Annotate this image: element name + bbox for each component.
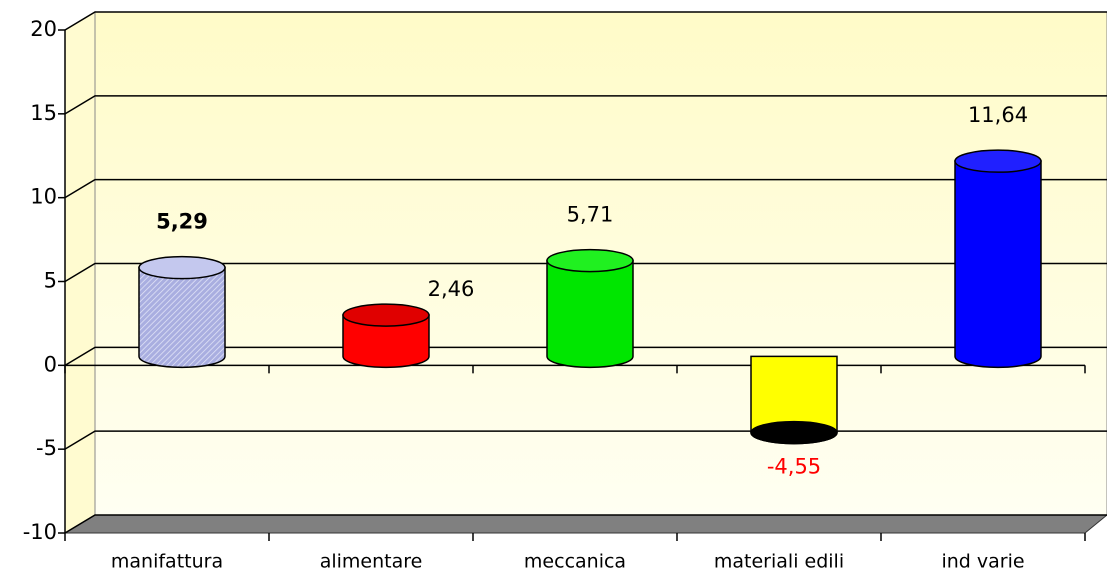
value-label: 2,46: [428, 277, 475, 301]
y-tick-label: 5: [44, 269, 57, 293]
cylinder: [342, 303, 430, 369]
value-label: 5,29: [156, 210, 208, 234]
bar-top: [954, 149, 1042, 173]
cylinder: [954, 149, 1042, 369]
y-tick-label: -5: [36, 436, 57, 460]
bar-top: [546, 248, 634, 273]
value-label: 11,64: [968, 103, 1028, 127]
bar-top: [342, 303, 430, 327]
grid-line: [64, 262, 1107, 283]
value-label: 5,71: [567, 203, 614, 227]
grid-line: [64, 346, 1107, 366]
y-tick-label: 20: [30, 17, 57, 41]
floor: [63, 514, 1107, 534]
y-tick-label: 10: [30, 185, 57, 209]
bar: [138, 266, 226, 369]
cylinder: [546, 248, 634, 369]
grid-line: [64, 11, 1107, 31]
cylinder: [138, 255, 226, 369]
x-tick-label: alimentare: [320, 551, 423, 573]
cylinder: [750, 355, 838, 445]
bar: [954, 160, 1042, 369]
x-tick-label: meccanica: [524, 551, 626, 573]
bar: [546, 259, 634, 369]
y-tick-label: -10: [23, 520, 57, 544]
x-tick-label: materiali edili: [714, 551, 844, 573]
bar-top: [750, 420, 838, 445]
bar: [342, 314, 430, 369]
bar-top: [138, 255, 226, 280]
grid-line: [64, 95, 1107, 115]
x-tick-label: manifattura: [111, 551, 223, 573]
x-tick-label: ind varie: [941, 551, 1024, 573]
value-label: -4,55: [767, 455, 821, 479]
grid-line: [64, 514, 1107, 534]
y-tick-label: 15: [30, 101, 57, 125]
grid-line: [64, 178, 1107, 199]
y-tick-label: 0: [44, 352, 57, 376]
